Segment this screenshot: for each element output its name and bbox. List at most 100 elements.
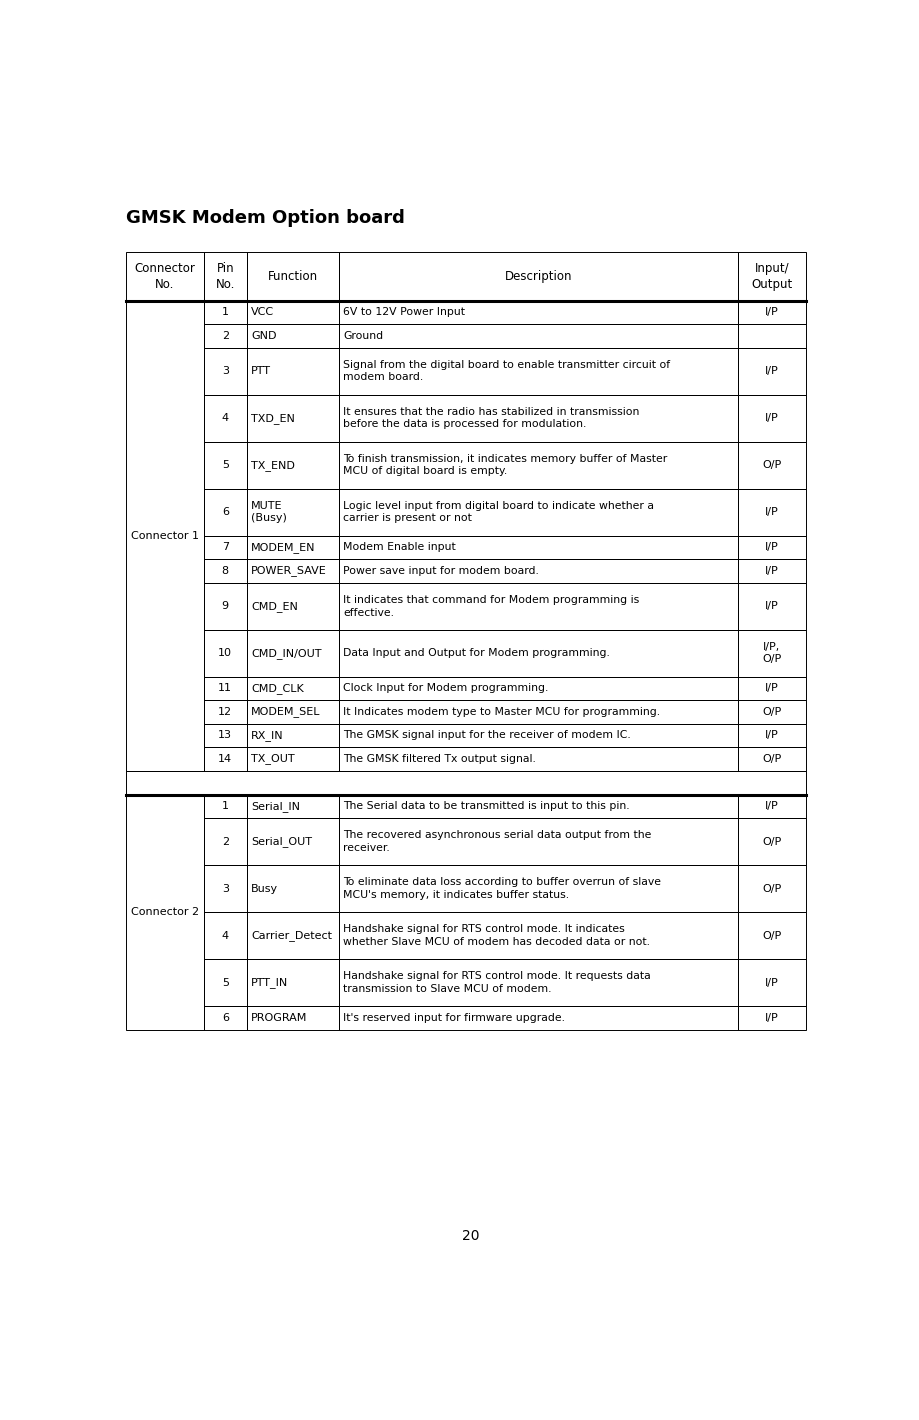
Text: VCC: VCC xyxy=(251,307,274,317)
Bar xyxy=(738,582,806,629)
Text: PTT: PTT xyxy=(251,366,271,376)
Text: Description: Description xyxy=(505,270,573,283)
Bar xyxy=(246,488,339,535)
Text: Modem Enable input: Modem Enable input xyxy=(344,542,456,552)
Text: 6: 6 xyxy=(221,507,229,517)
Bar xyxy=(204,442,246,488)
Text: 2: 2 xyxy=(221,331,229,341)
Bar xyxy=(339,1007,738,1030)
Text: Serial_OUT: Serial_OUT xyxy=(251,836,312,848)
Text: 4: 4 xyxy=(221,930,229,941)
Text: 20: 20 xyxy=(462,1230,480,1244)
Text: Connector
No.: Connector No. xyxy=(134,261,195,291)
Bar xyxy=(339,912,738,960)
Text: 1: 1 xyxy=(221,801,229,811)
Text: CMD_EN: CMD_EN xyxy=(251,601,298,612)
Text: It indicates that command for Modem programming is
effective.: It indicates that command for Modem prog… xyxy=(344,595,640,618)
Text: To finish transmission, it indicates memory buffer of Master
MCU of digital boar: To finish transmission, it indicates mem… xyxy=(344,453,668,477)
Bar xyxy=(738,818,806,865)
Bar xyxy=(246,348,339,395)
Bar xyxy=(738,301,806,324)
Text: GMSK Modem Option board: GMSK Modem Option board xyxy=(126,209,404,227)
Text: 3: 3 xyxy=(221,883,229,893)
Text: 12: 12 xyxy=(218,707,233,717)
Bar xyxy=(204,700,246,724)
Bar xyxy=(204,818,246,865)
Bar xyxy=(339,582,738,629)
Text: 2: 2 xyxy=(221,836,229,846)
Bar xyxy=(339,535,738,559)
Bar xyxy=(339,348,738,395)
Bar xyxy=(738,348,806,395)
Text: PROGRAM: PROGRAM xyxy=(251,1012,307,1022)
Text: Power save input for modem board.: Power save input for modem board. xyxy=(344,565,539,577)
Text: 9: 9 xyxy=(221,601,229,611)
Bar xyxy=(339,724,738,747)
Bar xyxy=(126,253,204,301)
Bar xyxy=(339,795,738,818)
Bar xyxy=(339,301,738,324)
Text: 6: 6 xyxy=(221,1012,229,1022)
Text: I/P: I/P xyxy=(765,542,778,552)
Text: O/P: O/P xyxy=(762,836,781,846)
Text: O/P: O/P xyxy=(762,460,781,470)
Bar xyxy=(204,253,246,301)
Bar xyxy=(339,253,738,301)
Bar xyxy=(204,535,246,559)
Text: RX_IN: RX_IN xyxy=(251,730,284,741)
Text: O/P: O/P xyxy=(762,883,781,893)
Text: CMD_IN/OUT: CMD_IN/OUT xyxy=(251,648,322,659)
Bar xyxy=(246,535,339,559)
Text: It's reserved input for firmware upgrade.: It's reserved input for firmware upgrade… xyxy=(344,1012,565,1022)
Text: I/P: I/P xyxy=(765,413,778,423)
Text: The Serial data to be transmitted is input to this pin.: The Serial data to be transmitted is inp… xyxy=(344,801,630,811)
Bar xyxy=(246,865,339,912)
Text: 5: 5 xyxy=(221,978,229,988)
Bar xyxy=(738,488,806,535)
Text: I/P,
O/P: I/P, O/P xyxy=(762,642,781,665)
Bar xyxy=(204,582,246,629)
Bar xyxy=(738,724,806,747)
Bar xyxy=(204,724,246,747)
Bar xyxy=(738,960,806,1007)
Bar xyxy=(738,795,806,818)
Text: The GMSK filtered Tx output signal.: The GMSK filtered Tx output signal. xyxy=(344,754,537,764)
Bar xyxy=(246,795,339,818)
Bar xyxy=(738,747,806,771)
Bar xyxy=(204,559,246,582)
Bar xyxy=(738,629,806,677)
Bar xyxy=(339,395,738,442)
Bar xyxy=(246,629,339,677)
Bar xyxy=(246,395,339,442)
Bar xyxy=(738,535,806,559)
Bar xyxy=(204,865,246,912)
Bar xyxy=(204,747,246,771)
Bar xyxy=(738,442,806,488)
Text: Signal from the digital board to enable transmitter circuit of
modem board.: Signal from the digital board to enable … xyxy=(344,359,671,382)
Bar xyxy=(339,865,738,912)
Text: Connector 1: Connector 1 xyxy=(130,531,199,541)
Bar xyxy=(246,700,339,724)
Text: To eliminate data loss according to buffer overrun of slave
MCU's memory, it ind: To eliminate data loss according to buff… xyxy=(344,878,662,900)
Text: Pin
No.: Pin No. xyxy=(216,261,235,291)
Text: 11: 11 xyxy=(219,683,233,693)
Bar xyxy=(204,795,246,818)
Bar xyxy=(246,818,339,865)
Text: I/P: I/P xyxy=(765,730,778,740)
Bar xyxy=(738,559,806,582)
Text: 14: 14 xyxy=(218,754,233,764)
Bar xyxy=(204,912,246,960)
Text: 7: 7 xyxy=(221,542,229,552)
Bar xyxy=(738,324,806,348)
Bar xyxy=(246,1007,339,1030)
Bar xyxy=(126,301,204,771)
Bar xyxy=(738,677,806,700)
Text: 6V to 12V Power Input: 6V to 12V Power Input xyxy=(344,307,466,317)
Text: The recovered asynchronous serial data output from the
receiver.: The recovered asynchronous serial data o… xyxy=(344,831,652,853)
Bar xyxy=(339,629,738,677)
Text: I/P: I/P xyxy=(765,601,778,611)
Bar xyxy=(339,700,738,724)
Bar xyxy=(204,677,246,700)
Text: O/P: O/P xyxy=(762,930,781,941)
Bar xyxy=(204,324,246,348)
